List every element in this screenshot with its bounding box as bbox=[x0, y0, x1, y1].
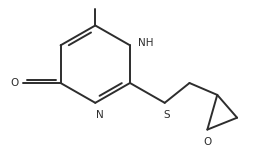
Text: N: N bbox=[96, 110, 104, 120]
Text: O: O bbox=[11, 78, 19, 88]
Text: S: S bbox=[163, 110, 170, 120]
Text: NH: NH bbox=[138, 38, 154, 48]
Text: O: O bbox=[203, 136, 211, 147]
